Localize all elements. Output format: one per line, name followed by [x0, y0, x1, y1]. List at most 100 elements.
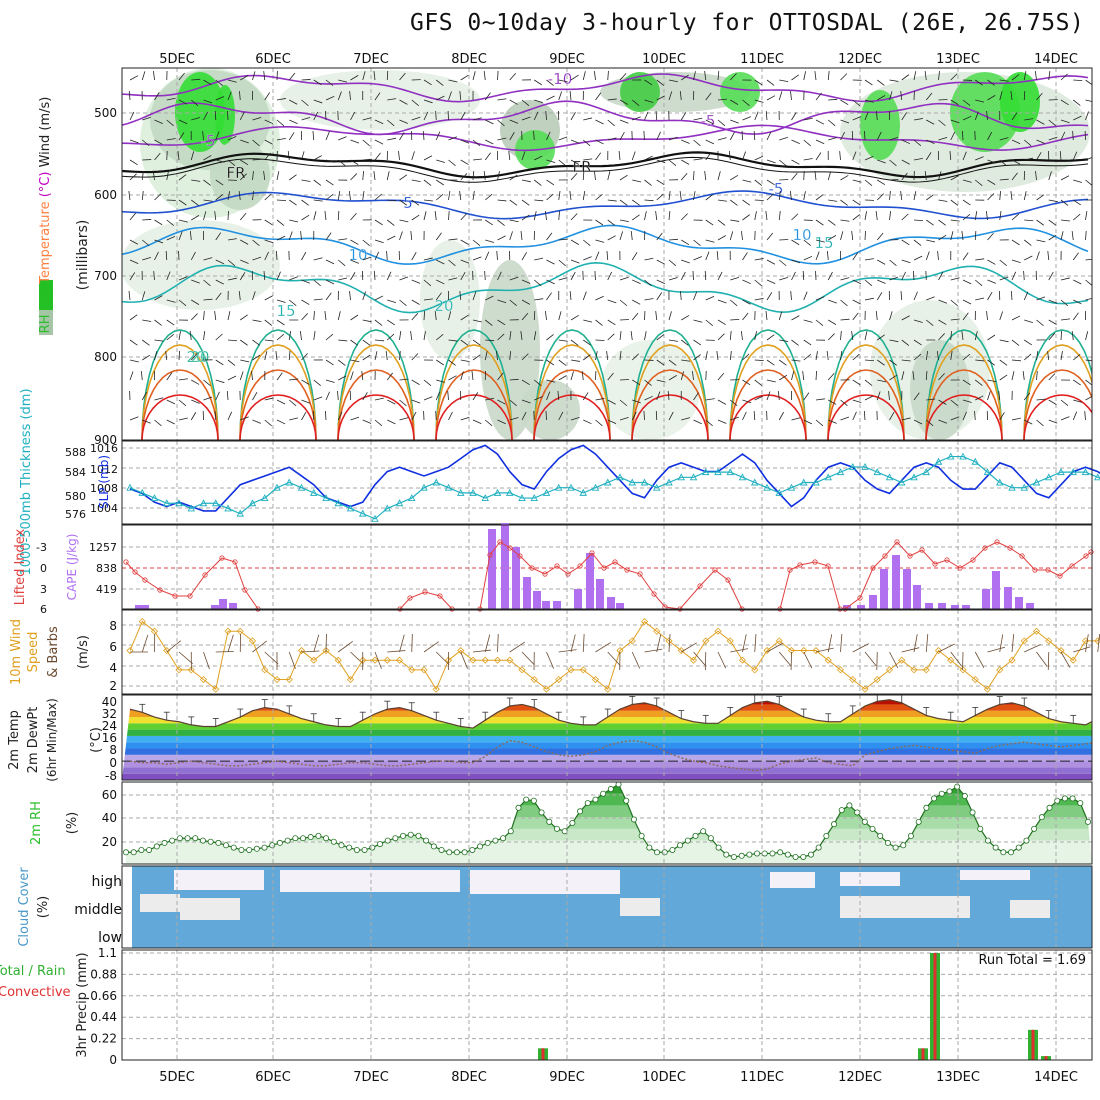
wind-barb — [791, 74, 800, 81]
wind-barb — [386, 372, 394, 381]
wind-barb — [766, 95, 776, 101]
li-marker — [542, 571, 548, 577]
upper-ylabel: RH (%) Temperature (°C) Wind (m/s) — [38, 97, 53, 334]
wind-barb — [1073, 179, 1083, 183]
cape-tick: 419 — [96, 583, 117, 596]
wind-speed-marker — [285, 675, 293, 684]
thickness-marker — [652, 483, 661, 491]
wind-barb — [301, 151, 305, 161]
wind-barb — [373, 71, 376, 81]
wind-barb-10m — [435, 651, 450, 665]
wind-barb — [644, 211, 647, 221]
wind-barb — [484, 193, 493, 201]
wind-barb — [570, 271, 576, 281]
wind-barb — [166, 399, 176, 405]
wind-barb — [864, 395, 874, 401]
wind-barb — [803, 419, 813, 425]
wind-barb — [129, 239, 139, 245]
wind-barb — [594, 270, 596, 281]
wind-barb — [325, 232, 332, 241]
wind-barb — [631, 353, 640, 361]
isotherm-warm — [337, 369, 415, 440]
rh-marker — [553, 825, 560, 832]
wind-barb — [411, 179, 421, 183]
wind-barb — [1048, 234, 1057, 241]
rh-marker — [654, 849, 661, 856]
wind-barb-10m — [742, 634, 747, 653]
li-marker — [624, 567, 630, 573]
wind-barb — [901, 359, 911, 362]
precip-panel: Run Total = 1.69 — [122, 950, 1092, 1060]
wind-barb — [374, 339, 384, 342]
wind-barb — [252, 117, 262, 121]
wind-barb — [1060, 199, 1069, 206]
temp-tick: 32 — [102, 707, 117, 721]
wind-barb — [693, 419, 702, 425]
rh-marker — [784, 851, 791, 858]
wind-barb — [178, 417, 188, 421]
rh-panel — [122, 782, 1092, 864]
rh-marker — [954, 783, 961, 790]
wind-barb — [1024, 319, 1033, 324]
wind-barb — [704, 171, 707, 181]
wind-barb — [1011, 259, 1021, 264]
thickness-marker — [1044, 473, 1053, 481]
wind-barb — [644, 111, 649, 121]
wind-barb — [950, 119, 960, 124]
wind-barb — [411, 151, 415, 161]
wind-barb — [975, 156, 984, 161]
wind-barb — [889, 137, 899, 141]
wind-barb — [264, 397, 274, 401]
rh-marker — [907, 832, 914, 839]
thickness-marker — [481, 494, 490, 502]
pressure-tick: 900 — [94, 433, 117, 447]
wind-barb — [190, 151, 195, 161]
wind-barb — [1085, 99, 1092, 102]
wind-barb — [693, 291, 698, 301]
rh-marker — [615, 782, 622, 788]
wind-barb-10m — [754, 634, 757, 653]
wind-barb — [374, 295, 384, 301]
rh-marker — [546, 818, 553, 825]
slp-panel — [122, 441, 1100, 524]
wind-barb — [901, 213, 909, 221]
wind-barb — [717, 399, 727, 405]
isotherm-warm — [239, 329, 317, 440]
wind-barb — [717, 199, 727, 202]
wind-ylabel2: (m/s) — [76, 635, 91, 669]
wind-speed-marker — [640, 618, 649, 626]
rh-band — [126, 793, 1092, 806]
wind-speed-marker — [934, 646, 943, 655]
wind-barb — [362, 171, 364, 181]
wind-barb — [705, 319, 714, 326]
wind-barb — [827, 119, 836, 127]
wind-barb — [288, 350, 291, 361]
wind-barb — [655, 110, 658, 121]
wind-barb — [693, 339, 702, 346]
date-label-bottom: 14DEC — [1034, 1070, 1078, 1085]
wind-barb — [460, 339, 469, 346]
thickness-marker — [285, 478, 294, 486]
wind-barb — [166, 372, 173, 381]
wind-barb — [583, 354, 591, 361]
wind-barb — [987, 79, 995, 86]
thickness-marker — [236, 509, 245, 517]
wind-barb — [1048, 299, 1058, 304]
wind-barb — [411, 252, 417, 261]
wind-barb — [276, 299, 286, 303]
wind-barb — [178, 276, 188, 281]
wind-barb-10m — [399, 634, 405, 653]
thickness-marker — [873, 468, 882, 476]
wind-barb — [435, 391, 441, 401]
precip-ylabel: Total / Rain — [0, 964, 66, 979]
wind-barb — [828, 235, 837, 241]
wind-barb — [227, 191, 231, 201]
isotherm-warm — [827, 369, 905, 440]
wind-barb — [288, 132, 295, 141]
wind-tick: 4 — [109, 661, 117, 675]
wind-barb — [693, 354, 701, 361]
wind-speed-marker — [849, 675, 857, 684]
wind-barb — [350, 111, 356, 121]
wind-barb — [924, 171, 927, 181]
wind-barb — [165, 250, 168, 261]
